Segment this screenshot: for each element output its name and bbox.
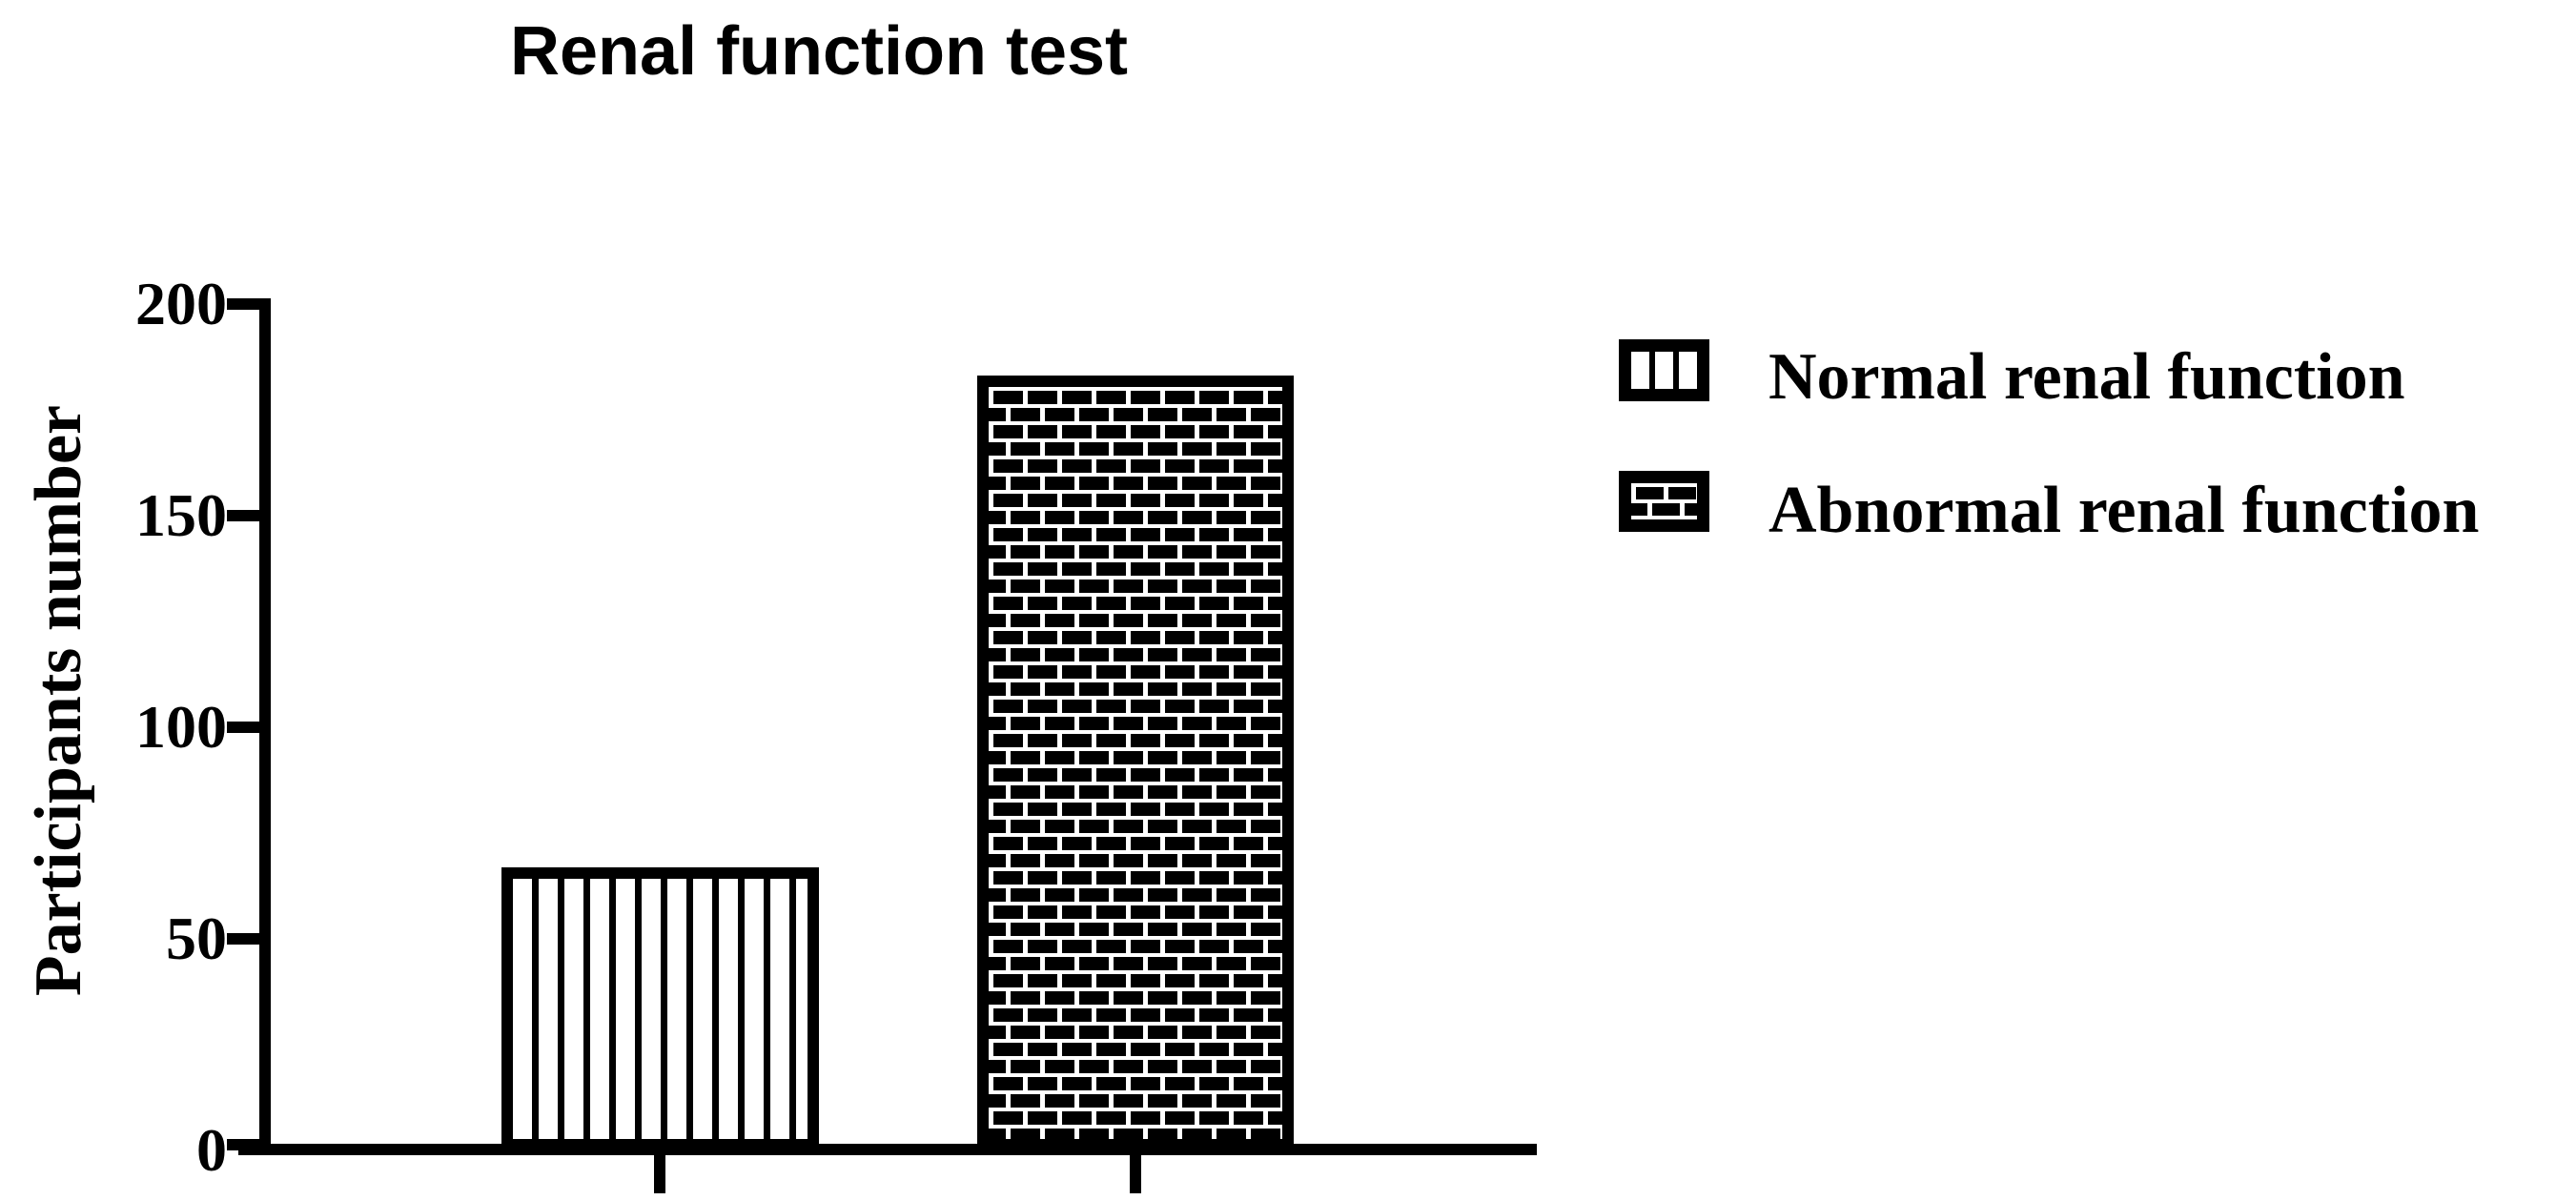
vertical-stripes-swatch-icon [1619, 339, 1709, 401]
y-tick-0 [227, 1139, 260, 1150]
x-tick-normal [654, 1155, 665, 1193]
chart-title: Renal function test [510, 13, 1129, 90]
x-tick-abnormal [1130, 1155, 1141, 1193]
y-tick-label-50: 50 [166, 905, 227, 972]
y-tick-50 [227, 933, 260, 945]
x-axis-line [238, 1144, 1537, 1155]
bar-normal-renal-function [501, 867, 819, 1150]
y-tick-label-150: 150 [135, 481, 227, 549]
y-tick-label-100: 100 [135, 693, 227, 761]
vertical-stripes-pattern [1631, 352, 1697, 389]
brick-swatch-icon [1619, 471, 1709, 532]
y-tick-150 [227, 510, 260, 521]
y-tick-100 [227, 722, 260, 733]
y-tick-label-0: 0 [196, 1116, 227, 1184]
bar-abnormal-renal-function [977, 376, 1294, 1150]
y-tick-label-200: 200 [135, 270, 227, 337]
y-axis-line [259, 298, 271, 1155]
y-tick-200 [227, 298, 260, 310]
brick-pattern [1631, 483, 1697, 519]
legend-label-normal: Normal renal function [1768, 340, 2405, 414]
legend-label-abnormal: Abnormal renal function [1768, 474, 2480, 547]
